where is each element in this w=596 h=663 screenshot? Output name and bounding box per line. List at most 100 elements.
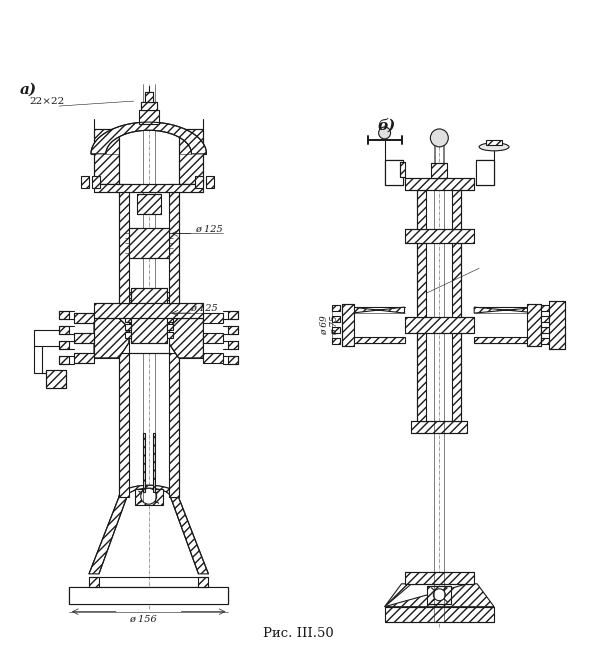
Bar (206, 176, 215, 188)
Bar (405, 229, 474, 243)
Polygon shape (352, 307, 405, 313)
Bar (94, 303, 203, 318)
Polygon shape (91, 122, 206, 154)
Bar (527, 304, 541, 346)
Bar (203, 353, 224, 363)
Bar (46, 370, 66, 388)
Polygon shape (94, 318, 129, 358)
Circle shape (378, 127, 390, 139)
Bar (332, 327, 340, 333)
Bar (89, 577, 99, 587)
Bar (384, 160, 402, 185)
Text: 22×22: 22×22 (29, 97, 64, 106)
Polygon shape (89, 497, 127, 574)
Bar (399, 162, 405, 177)
Bar (81, 176, 89, 188)
Text: ø 69: ø 69 (320, 315, 329, 335)
Bar (135, 489, 163, 505)
Bar (332, 338, 340, 344)
Bar (417, 190, 426, 229)
Bar (452, 333, 461, 420)
Text: ø 75: ø 75 (330, 315, 339, 335)
Bar (69, 587, 228, 604)
Bar (228, 341, 238, 349)
Bar (119, 353, 129, 497)
Bar (74, 313, 94, 323)
Circle shape (141, 488, 157, 504)
Bar (129, 229, 169, 259)
Bar (195, 176, 203, 188)
Bar (452, 243, 461, 317)
Bar (476, 160, 494, 185)
Bar (59, 356, 69, 364)
Bar (125, 324, 131, 330)
Bar (169, 353, 179, 497)
Bar (145, 92, 153, 102)
Text: ø 125: ø 125 (191, 304, 218, 313)
Bar (203, 333, 224, 343)
Bar (541, 327, 549, 333)
Bar (167, 332, 173, 338)
Bar (541, 316, 549, 322)
Bar (427, 586, 451, 604)
Polygon shape (119, 485, 179, 497)
Circle shape (430, 129, 448, 147)
Bar (169, 184, 179, 303)
Bar (452, 190, 461, 229)
Bar (136, 194, 161, 213)
Polygon shape (352, 337, 405, 343)
Bar (145, 92, 153, 102)
Bar (486, 140, 502, 145)
Bar (405, 178, 474, 190)
Bar (125, 316, 131, 322)
Bar (417, 333, 426, 420)
Bar (131, 288, 167, 343)
Bar (59, 341, 69, 349)
Text: Рис. III.50: Рис. III.50 (263, 627, 333, 640)
Text: ø 156: ø 156 (129, 615, 157, 624)
Bar (405, 317, 474, 333)
Bar (405, 572, 474, 584)
Bar (432, 163, 448, 178)
Ellipse shape (479, 143, 509, 151)
Bar (59, 326, 69, 334)
Polygon shape (170, 497, 209, 574)
Bar (94, 129, 119, 184)
Bar (384, 160, 402, 185)
Bar (69, 587, 228, 604)
Bar (203, 313, 224, 323)
Bar (167, 324, 173, 330)
Bar (167, 316, 173, 322)
Bar (94, 184, 203, 192)
Bar (342, 304, 354, 346)
Bar (125, 332, 131, 338)
Text: ø 125: ø 125 (195, 225, 224, 233)
Bar (167, 292, 173, 298)
Bar (541, 305, 549, 311)
Bar (411, 420, 467, 432)
Bar (141, 102, 157, 110)
Text: а): а) (19, 83, 36, 97)
Bar (129, 323, 169, 353)
Bar (92, 176, 100, 188)
Bar (198, 577, 209, 587)
Bar (332, 305, 340, 311)
Bar (125, 292, 131, 298)
Bar (228, 356, 238, 364)
Bar (549, 301, 565, 349)
Bar (153, 432, 155, 492)
Bar (476, 160, 494, 185)
Bar (228, 311, 238, 319)
Circle shape (433, 589, 445, 601)
Bar (384, 607, 494, 622)
Bar (332, 316, 340, 322)
Bar (74, 353, 94, 363)
Bar (125, 300, 131, 306)
Bar (417, 243, 426, 317)
Polygon shape (474, 337, 539, 343)
Text: б): б) (378, 119, 396, 133)
Bar (541, 338, 549, 344)
Polygon shape (474, 307, 539, 313)
Bar (142, 432, 145, 492)
Bar (167, 300, 173, 306)
